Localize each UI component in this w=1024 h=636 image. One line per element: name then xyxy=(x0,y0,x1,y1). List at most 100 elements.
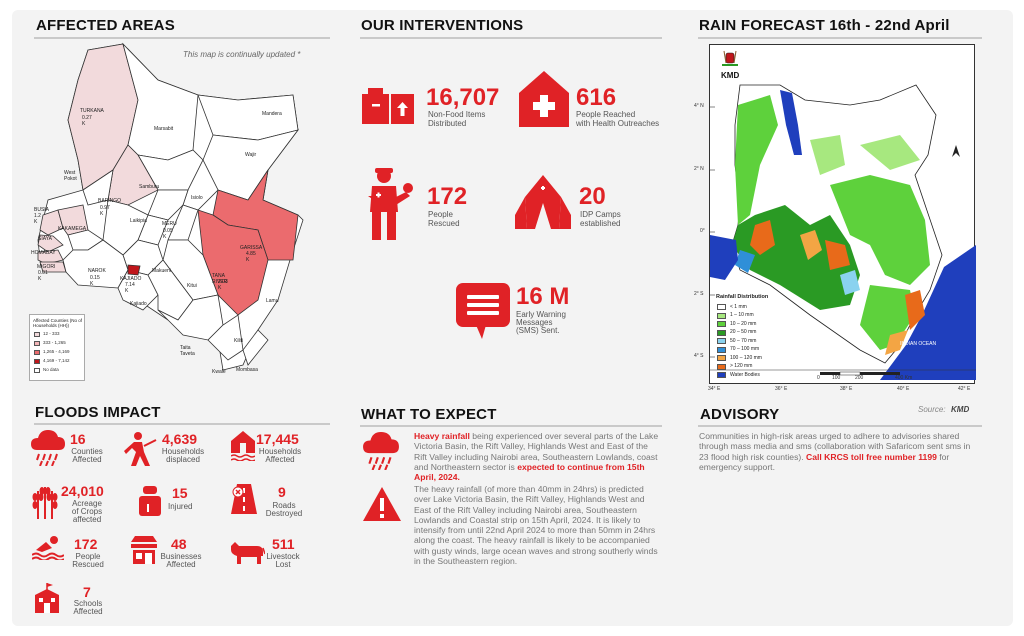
legend-swatch xyxy=(34,368,40,373)
rainfall-legend-label: 70 – 100 mm xyxy=(730,346,760,352)
crops-wheat-icon xyxy=(32,487,58,519)
county-busia xyxy=(39,209,64,236)
impact-crops-value: 24,010 xyxy=(61,483,104,499)
rainfall-legend-swatch xyxy=(717,338,726,344)
map-label: West Pokot xyxy=(64,170,77,182)
impact-label: Livestock xyxy=(266,552,300,561)
map-label: 0.97 K xyxy=(100,205,110,217)
health-label: with Health Outreaches xyxy=(576,119,660,128)
impact-injured-value: 15 xyxy=(172,485,188,501)
map-label: Kajiado xyxy=(130,301,147,307)
map-label: Makueni xyxy=(152,268,171,274)
map-label: KAKAMEGA xyxy=(58,226,87,232)
nfi-label: Non-Food Items xyxy=(428,110,486,119)
health-house-icon xyxy=(519,71,569,127)
rainfall-legend-swatch xyxy=(717,329,726,336)
expect-paragraph-2: The heavy rainfall (of more than 40mm in… xyxy=(414,484,658,567)
lat-label: 0° xyxy=(700,228,705,234)
map-label: Marsabit xyxy=(154,126,174,132)
county-siaya xyxy=(37,234,64,253)
rain-forecast-title: RAIN FORECAST 16th - 22nd April xyxy=(699,17,950,34)
map-label: Lamu xyxy=(266,298,279,304)
rain-forecast-map: KMD INDIAN OCEAN xyxy=(709,44,976,384)
divider xyxy=(698,37,982,39)
livestock-cow-icon xyxy=(231,542,265,564)
impact-households-value: 17,445 xyxy=(256,431,299,447)
lon-label: 34° E xyxy=(708,386,721,392)
rainfall-legend-swatch xyxy=(717,312,726,319)
legend-swatch xyxy=(34,359,40,364)
legend-label: 1,265 - 4,169 xyxy=(43,349,70,354)
map-label: 1.2 K xyxy=(34,213,41,225)
tent-icon xyxy=(515,175,571,229)
map-label: 0.05 K xyxy=(163,228,173,240)
advisory-title: ADVISORY xyxy=(700,406,780,423)
divider xyxy=(360,425,662,427)
lat-label: 4° N xyxy=(694,103,704,109)
legend-swatch xyxy=(34,350,40,355)
rainfall-legend-label: 10 – 20 mm xyxy=(730,320,757,327)
map-label: HOMABAY xyxy=(31,250,56,256)
rainfall-legend-label: 100 – 120 mm xyxy=(730,354,762,361)
interventions-title: OUR INTERVENTIONS xyxy=(361,17,524,34)
toll-free-call[interactable]: Call KRCS toll free number 1199 xyxy=(806,451,937,462)
school-icon xyxy=(35,583,59,613)
map-label: Kwale xyxy=(212,369,226,375)
rescued-value: 172 xyxy=(427,183,468,210)
impact-label: Affected xyxy=(166,560,196,569)
lon-label: 36° E xyxy=(775,386,788,392)
map-label: Kitui xyxy=(187,283,197,289)
impact-business-value: 48 xyxy=(171,536,187,552)
impact-label: Households xyxy=(161,447,205,456)
warning-triangle-icon xyxy=(363,487,401,521)
rainfall-legend-label: Water Bodies xyxy=(730,371,760,378)
impact-label: Affected xyxy=(265,455,295,464)
impact-label: displaced xyxy=(166,455,200,464)
map-label: 0.27 K xyxy=(82,115,92,127)
health-label: People Reached xyxy=(576,110,636,119)
legend-label: No data xyxy=(43,367,59,372)
kmd-label: KMD xyxy=(721,71,740,80)
expect-text: being experienced over several parts of … xyxy=(414,431,659,472)
advisory-text: Communities in high-risk areas urged to … xyxy=(699,431,971,462)
map-label: MIGORI xyxy=(37,264,56,270)
expect-bold: Heavy rainfall xyxy=(414,431,470,441)
health-value: 616 xyxy=(576,84,617,111)
kenya-coat-of-arms-icon xyxy=(722,50,738,66)
rainfall-legend-label: > 120 mm xyxy=(730,363,753,369)
map-label: BARINGO xyxy=(98,198,122,204)
scale-label: 200 xyxy=(855,375,864,381)
displaced-person-icon xyxy=(124,432,157,466)
lat-label: 4° S xyxy=(694,353,704,359)
county-nairobi xyxy=(127,264,141,276)
rainfall-legend-title: Rainfall Distribution xyxy=(716,294,769,300)
floods-impact-title: FLOODS IMPACT xyxy=(35,404,161,421)
nfi-value: 16,707 xyxy=(426,84,500,111)
impact-label: Affected xyxy=(73,607,103,616)
rainfall-legend-label: < 1 mm xyxy=(730,303,747,310)
legend-label: 12 - 333 xyxy=(43,331,60,336)
map-label: Mombasa xyxy=(236,367,258,373)
rescued-label: Rescued xyxy=(428,219,460,228)
impact-counties-value: 16 xyxy=(70,431,86,447)
affected-areas-title: AFFECTED AREAS xyxy=(36,17,175,34)
heavy-rainfall-icon xyxy=(363,432,399,470)
map-update-note: This map is continually updated * xyxy=(183,50,301,59)
map-label: BUSIA xyxy=(34,207,50,213)
sms-value: 16 M xyxy=(516,283,570,310)
map-label: NAROK xyxy=(88,268,106,274)
impact-label: affected xyxy=(72,515,102,524)
lon-label: 42° E xyxy=(958,386,971,392)
map-label: MERU xyxy=(162,221,177,227)
map-label: GARISSA xyxy=(240,245,263,251)
non-food-items-icon xyxy=(362,88,414,124)
legend-swatch xyxy=(34,341,40,346)
sms-label: Early Warning xyxy=(516,310,566,319)
map-legend-title: Affected Counties (No of Households (HH)… xyxy=(33,318,82,328)
map-label: Isiolo xyxy=(191,195,203,201)
impact-label: Acreage xyxy=(72,499,102,508)
impact-label: Lost xyxy=(275,560,291,569)
road-destroyed-icon xyxy=(231,484,257,514)
sms-label: Messages xyxy=(516,318,553,327)
rainfall-legend-swatch xyxy=(717,321,726,327)
